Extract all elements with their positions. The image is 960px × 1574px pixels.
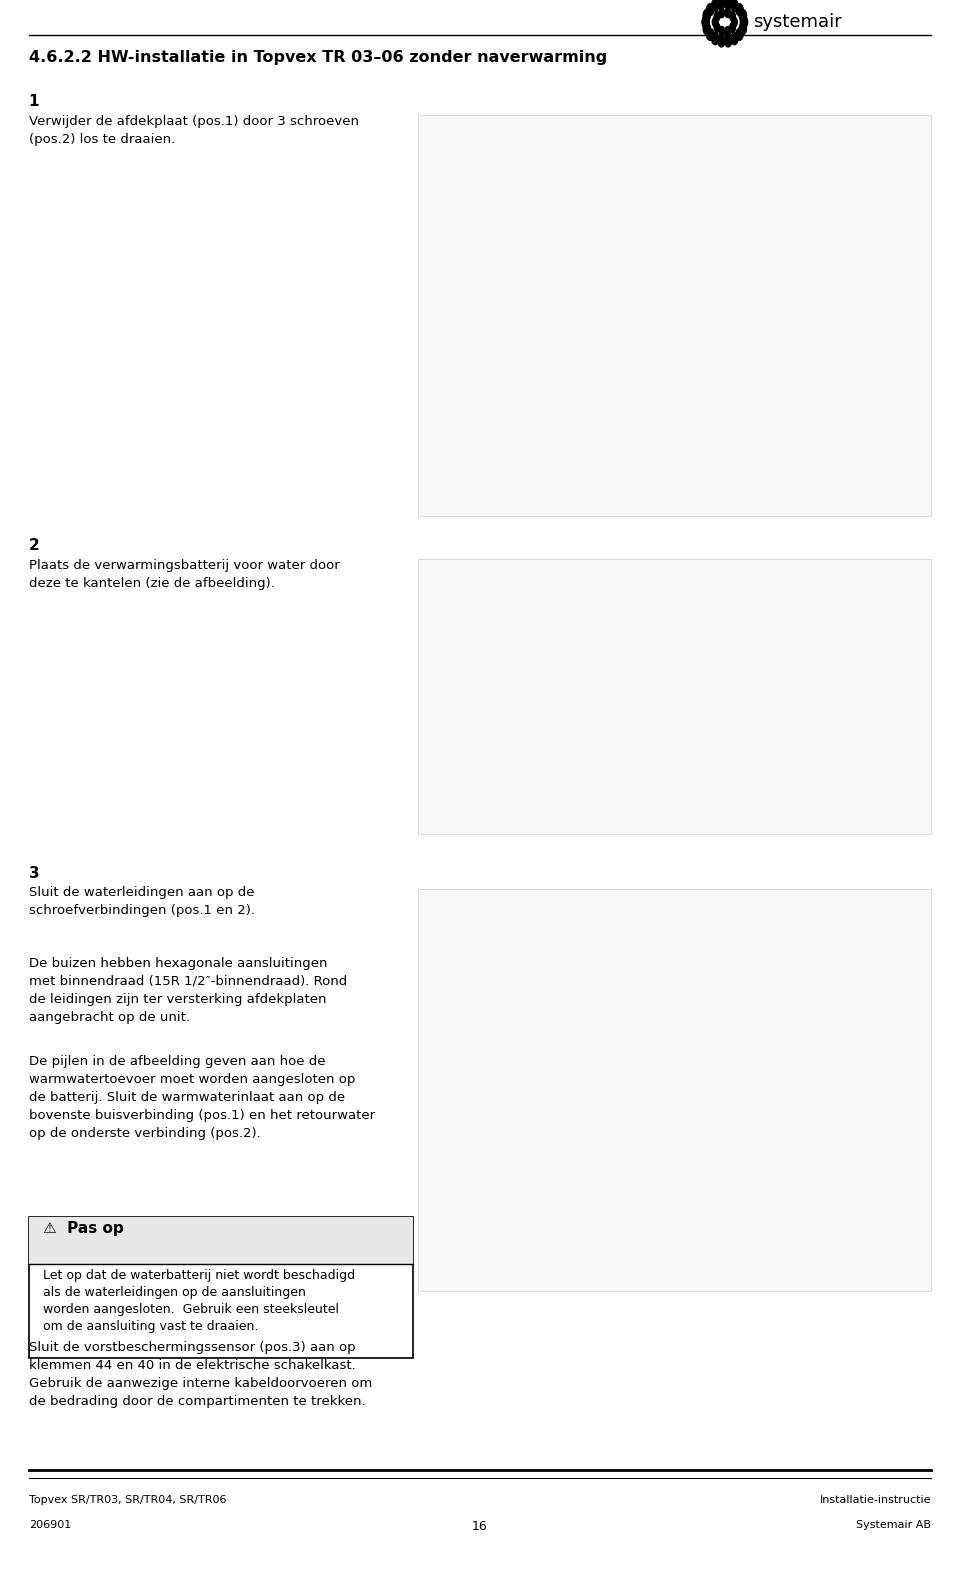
Bar [418,889,931,1291]
Circle shape [711,33,719,44]
Text: Installatie-instructie: Installatie-instructie [820,1495,931,1505]
Circle shape [736,28,743,41]
Circle shape [712,17,718,27]
Text: 1: 1 [29,94,39,110]
Circle shape [731,33,738,44]
Text: Sluit de waterleidingen aan op de
schroefverbindingen (pos.1 en 2).: Sluit de waterleidingen aan op de schroe… [29,886,254,918]
Circle shape [725,35,732,47]
Bar [418,115,931,516]
Circle shape [719,8,725,17]
Circle shape [718,0,725,9]
Circle shape [725,8,731,17]
Text: Plaats de verwarmingsbatterij voor water door
deze te kantelen (zie de afbeeldin: Plaats de verwarmingsbatterij voor water… [29,559,340,590]
Circle shape [740,16,748,28]
Circle shape [725,0,732,9]
Circle shape [707,28,713,41]
Circle shape [719,27,725,36]
Circle shape [702,16,709,28]
Text: 3: 3 [29,866,39,881]
Circle shape [730,11,735,20]
Text: De pijlen in de afbeelding geven aan hoe de
warmwatertoevoer moet worden aangesl: De pijlen in de afbeelding geven aan hoe… [29,1055,375,1140]
Text: Sluit de vorstbeschermingssensor (pos.3) aan op
klemmen 44 en 40 in de elektrisc: Sluit de vorstbeschermingssensor (pos.3)… [29,1341,372,1409]
Text: Topvex SR/TR03, SR/TR04, SR/TR06: Topvex SR/TR03, SR/TR04, SR/TR06 [29,1495,227,1505]
Text: 16: 16 [472,1520,488,1533]
Circle shape [739,9,747,22]
Circle shape [707,3,713,16]
Text: ⚠  Pas op: ⚠ Pas op [43,1221,124,1237]
Text: 4.6.2.2 HW-installatie in Topvex TR 03–06 zonder naverwarming: 4.6.2.2 HW-installatie in Topvex TR 03–0… [29,50,607,66]
Circle shape [736,3,743,16]
Circle shape [714,24,720,33]
Text: Verwijder de afdekplaat (pos.1) door 3 schroeven
(pos.2) los te draaien.: Verwijder de afdekplaat (pos.1) door 3 s… [29,115,359,146]
Text: 206901: 206901 [29,1520,71,1530]
Bar [418,115,931,516]
Circle shape [714,11,720,20]
Bar [29,1217,413,1264]
Circle shape [711,0,719,11]
Circle shape [718,35,725,47]
Text: systemair: systemair [753,13,841,31]
Circle shape [730,24,735,33]
Circle shape [725,27,731,36]
Bar [29,1217,413,1358]
Text: Systemair AB: Systemair AB [856,1520,931,1530]
Text: 2: 2 [29,538,39,554]
Bar [418,559,931,834]
Text: Let op dat de waterbatterij niet wordt beschadigd
als de waterleidingen op de aa: Let op dat de waterbatterij niet wordt b… [43,1269,355,1333]
Circle shape [703,22,710,35]
Circle shape [732,17,737,27]
Circle shape [703,9,710,22]
Circle shape [739,22,747,35]
Circle shape [731,0,738,11]
Text: De buizen hebben hexagonale aansluitingen
met binnendraad (15R 1/2″-binnendraad): De buizen hebben hexagonale aansluitinge… [29,957,348,1025]
